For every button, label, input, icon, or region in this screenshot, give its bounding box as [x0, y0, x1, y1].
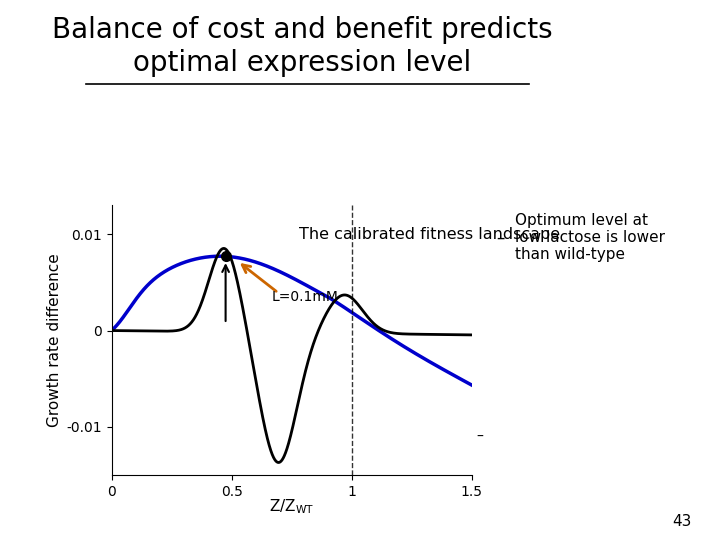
- Text: L=0.1mM: L=0.1mM: [271, 290, 338, 304]
- Text: Balance of cost and benefit predicts
optimal expression level: Balance of cost and benefit predicts opt…: [52, 16, 553, 77]
- Y-axis label: Growth rate difference: Growth rate difference: [47, 253, 62, 427]
- Text: 43: 43: [672, 514, 691, 529]
- Text: The calibrated fitness landscape: The calibrated fitness landscape: [299, 227, 560, 242]
- Text: Optimum level at
low lactose is lower
than wild-type: Optimum level at low lactose is lower th…: [515, 213, 665, 262]
- Text: –: –: [496, 228, 505, 247]
- Text: Z/Z$_{\sf WT}$: Z/Z$_{\sf WT}$: [269, 497, 314, 516]
- Text: –: –: [477, 430, 483, 444]
